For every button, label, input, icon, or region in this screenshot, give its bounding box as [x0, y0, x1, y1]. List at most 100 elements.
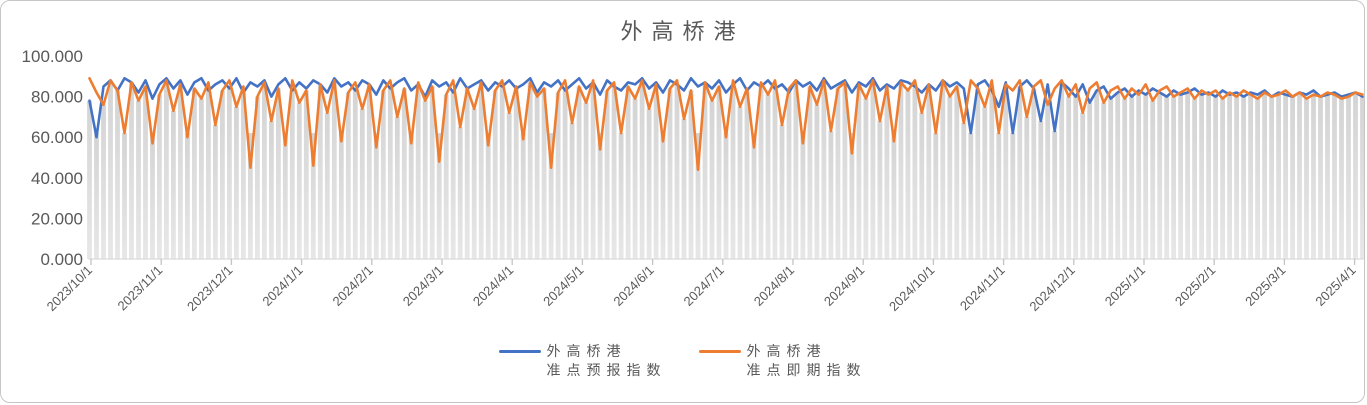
legend-label-forecast-line1: 外高桥港: [546, 343, 627, 359]
background-bar: [1017, 86, 1023, 259]
background-bar: [1171, 96, 1176, 259]
background-bar: [611, 86, 617, 259]
legend-label-spot: 外高桥港 准点即期指数: [747, 342, 867, 380]
y-axis-tick-label: 20.000: [31, 209, 83, 228]
background-bar: [1192, 98, 1197, 259]
background-bar: [436, 133, 442, 259]
x-axis-tick-label: 2024/3/1: [400, 263, 446, 309]
background-bar: [905, 90, 911, 259]
background-bars: [87, 80, 1364, 260]
background-bar: [1185, 92, 1190, 259]
x-axis-tick-label: 2024/11/1: [957, 263, 1008, 314]
background-bar: [1283, 94, 1288, 259]
y-axis-tick-label: 0.000: [40, 250, 83, 269]
background-bar: [366, 84, 372, 260]
background-bar: [590, 82, 596, 260]
background-bar: [1325, 94, 1330, 259]
background-bar: [625, 86, 631, 259]
background-bar: [1003, 84, 1009, 260]
background-bar: [947, 96, 953, 259]
background-bar: [534, 96, 540, 259]
background-bar: [506, 112, 512, 259]
background-bar: [1353, 92, 1358, 259]
background-bar: [101, 104, 106, 259]
x-axis-tick-label: 2025/1/1: [1102, 263, 1148, 309]
legend-item-forecast-index: 外高桥港 准点预报指数: [498, 342, 667, 380]
background-bar: [157, 94, 162, 259]
background-bar: [597, 133, 603, 259]
background-bar: [136, 100, 141, 259]
background-bar: [1052, 131, 1058, 259]
background-bar: [702, 82, 708, 260]
background-bar: [1157, 92, 1163, 259]
background-bar: [1227, 94, 1232, 259]
x-axis-tick-label: 2023/10/1: [44, 263, 96, 315]
legend-item-spot-index: 外高桥港 准点即期指数: [698, 342, 867, 380]
background-bar: [450, 92, 456, 259]
forecast-line-series: [88, 77, 1364, 139]
background-bar: [227, 88, 232, 259]
background-bar: [716, 86, 722, 259]
background-bar: [1304, 98, 1309, 259]
legend-label-forecast: 外高桥港 准点预报指数: [547, 342, 667, 380]
background-bar: [471, 108, 477, 259]
background-bar: [1311, 94, 1316, 259]
background-bar: [793, 80, 799, 260]
background-bar: [443, 94, 449, 259]
background-bar: [639, 80, 645, 260]
background-bar: [1122, 98, 1128, 259]
background-bar: [674, 84, 680, 260]
background-bar: [660, 133, 666, 259]
background-bar: [856, 84, 862, 260]
line-series-group: [88, 77, 1364, 171]
background-bar: [387, 88, 393, 259]
background-bar: [262, 82, 267, 260]
legend-label-forecast-line2: 准点预报指数: [546, 362, 667, 378]
plot-area: 0.000 20.000 40.000 60.000 80.000 100.000 202…: [22, 47, 1364, 315]
background-bar: [975, 88, 981, 259]
background-bar: [877, 121, 883, 259]
background-bar: [688, 90, 694, 259]
background-bar: [1143, 94, 1149, 259]
background-bar: [234, 106, 239, 259]
background-bar: [1031, 88, 1037, 259]
background-bar: [870, 80, 876, 260]
background-bar: [206, 90, 211, 259]
background-bar: [807, 86, 813, 259]
background-bar: [129, 82, 134, 260]
background-bar: [1024, 116, 1030, 260]
background-bar: [464, 88, 470, 259]
background-bar: [940, 80, 946, 260]
background-bar: [220, 90, 225, 259]
x-axis-tick-label: 2023/11/1: [114, 263, 165, 314]
y-axis-tick-label: 80.000: [31, 88, 83, 107]
legend-label-spot-line1: 外高桥港: [746, 343, 827, 359]
chart-legend: 外高桥港 准点预报指数 外高桥港 准点即期指数: [1, 342, 1364, 380]
x-axis-tick-label: 2024/1/1: [259, 263, 305, 309]
background-bar: [282, 133, 288, 259]
background-bar: [1136, 94, 1142, 259]
background-bar: [192, 88, 197, 259]
x-axis-tick-label: 2024/9/1: [821, 263, 867, 309]
background-bar: [744, 90, 750, 259]
background-bar: [1150, 100, 1156, 259]
background-bar: [828, 131, 834, 259]
y-axis-tick-label: 60.000: [31, 128, 83, 147]
background-bar: [1073, 96, 1079, 259]
x-axis: [88, 258, 1364, 265]
background-bar: [1199, 94, 1204, 259]
background-bar: [765, 94, 771, 259]
background-bar: [178, 84, 183, 260]
background-bar: [255, 96, 260, 259]
background-bar: [1297, 92, 1302, 259]
background-bar: [1290, 96, 1295, 259]
background-bar: [373, 133, 379, 259]
background-bar: [1332, 94, 1337, 259]
background-bar: [87, 100, 92, 259]
background-bar: [248, 133, 253, 259]
background-bar: [786, 92, 792, 259]
background-bar: [548, 133, 554, 259]
background-bar: [541, 88, 547, 259]
background-bar: [961, 123, 967, 259]
background-bar: [898, 82, 904, 260]
